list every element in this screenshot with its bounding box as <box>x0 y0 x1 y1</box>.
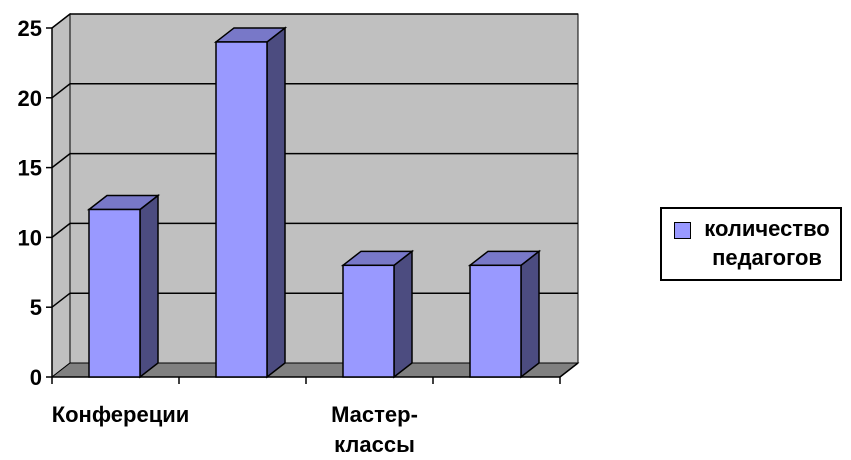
bar-front <box>215 41 268 378</box>
gridline <box>51 83 578 99</box>
bar-side <box>520 249 540 379</box>
bar-side <box>393 249 413 379</box>
y-tick-label: 0 <box>30 365 42 390</box>
bar <box>213 26 288 379</box>
y-tick-label: 20 <box>18 86 42 111</box>
bars <box>86 26 542 379</box>
bar <box>86 193 161 379</box>
x-category-label: Конфереции <box>52 402 190 427</box>
bar-side <box>139 193 159 379</box>
bar <box>340 249 415 379</box>
y-tick-label: 15 <box>18 156 42 181</box>
y-tick-label: 25 <box>18 16 42 41</box>
bar <box>467 249 542 379</box>
gridline <box>51 13 578 29</box>
bar-front <box>342 264 395 378</box>
bar-side <box>266 26 286 379</box>
y-tick-label: 10 <box>18 225 42 250</box>
legend-label: количество педагогов <box>704 216 830 270</box>
y-tick-label: 5 <box>30 295 42 320</box>
bar-front <box>469 264 522 378</box>
x-category-labels: Конфереции Мастер-классы <box>52 402 418 457</box>
y-tick-labels: 0 5 10 15 20 25 <box>18 16 42 390</box>
x-category-label: Мастер-классы <box>331 402 418 457</box>
gridline <box>51 152 578 169</box>
side-wall <box>51 12 71 379</box>
gridline <box>51 222 578 238</box>
legend-swatch <box>674 222 691 239</box>
x-axis-depth-line <box>559 362 579 378</box>
legend: количество педагогов <box>660 207 842 281</box>
bar-front <box>88 208 141 378</box>
